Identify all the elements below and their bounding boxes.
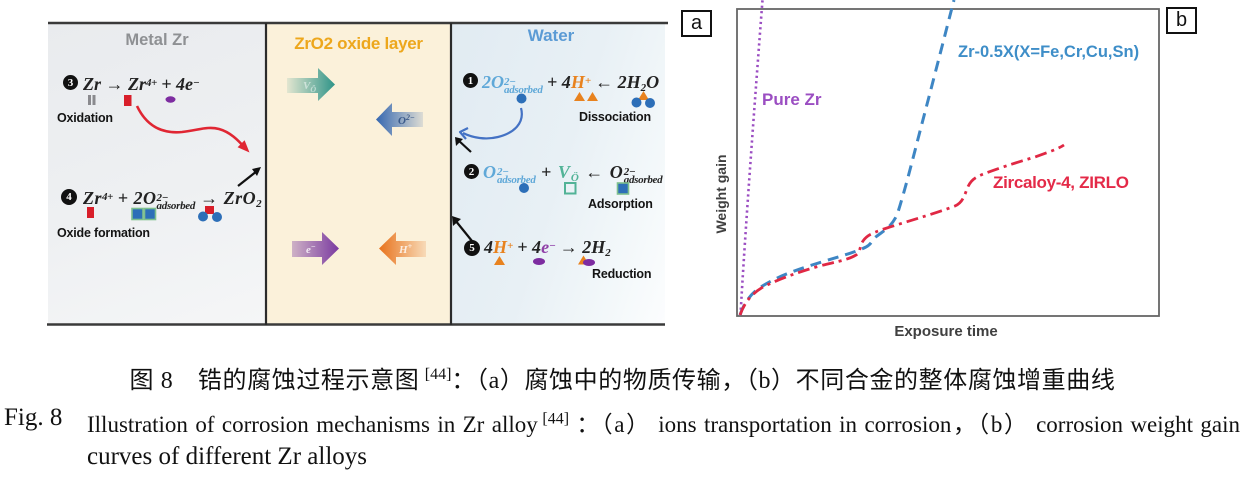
svg-text:e−: e−	[306, 242, 316, 256]
svg-text:H+: H+	[398, 242, 413, 256]
svg-text:VÖ: VÖ	[303, 80, 316, 94]
svg-text:O2−: O2−	[398, 113, 415, 127]
